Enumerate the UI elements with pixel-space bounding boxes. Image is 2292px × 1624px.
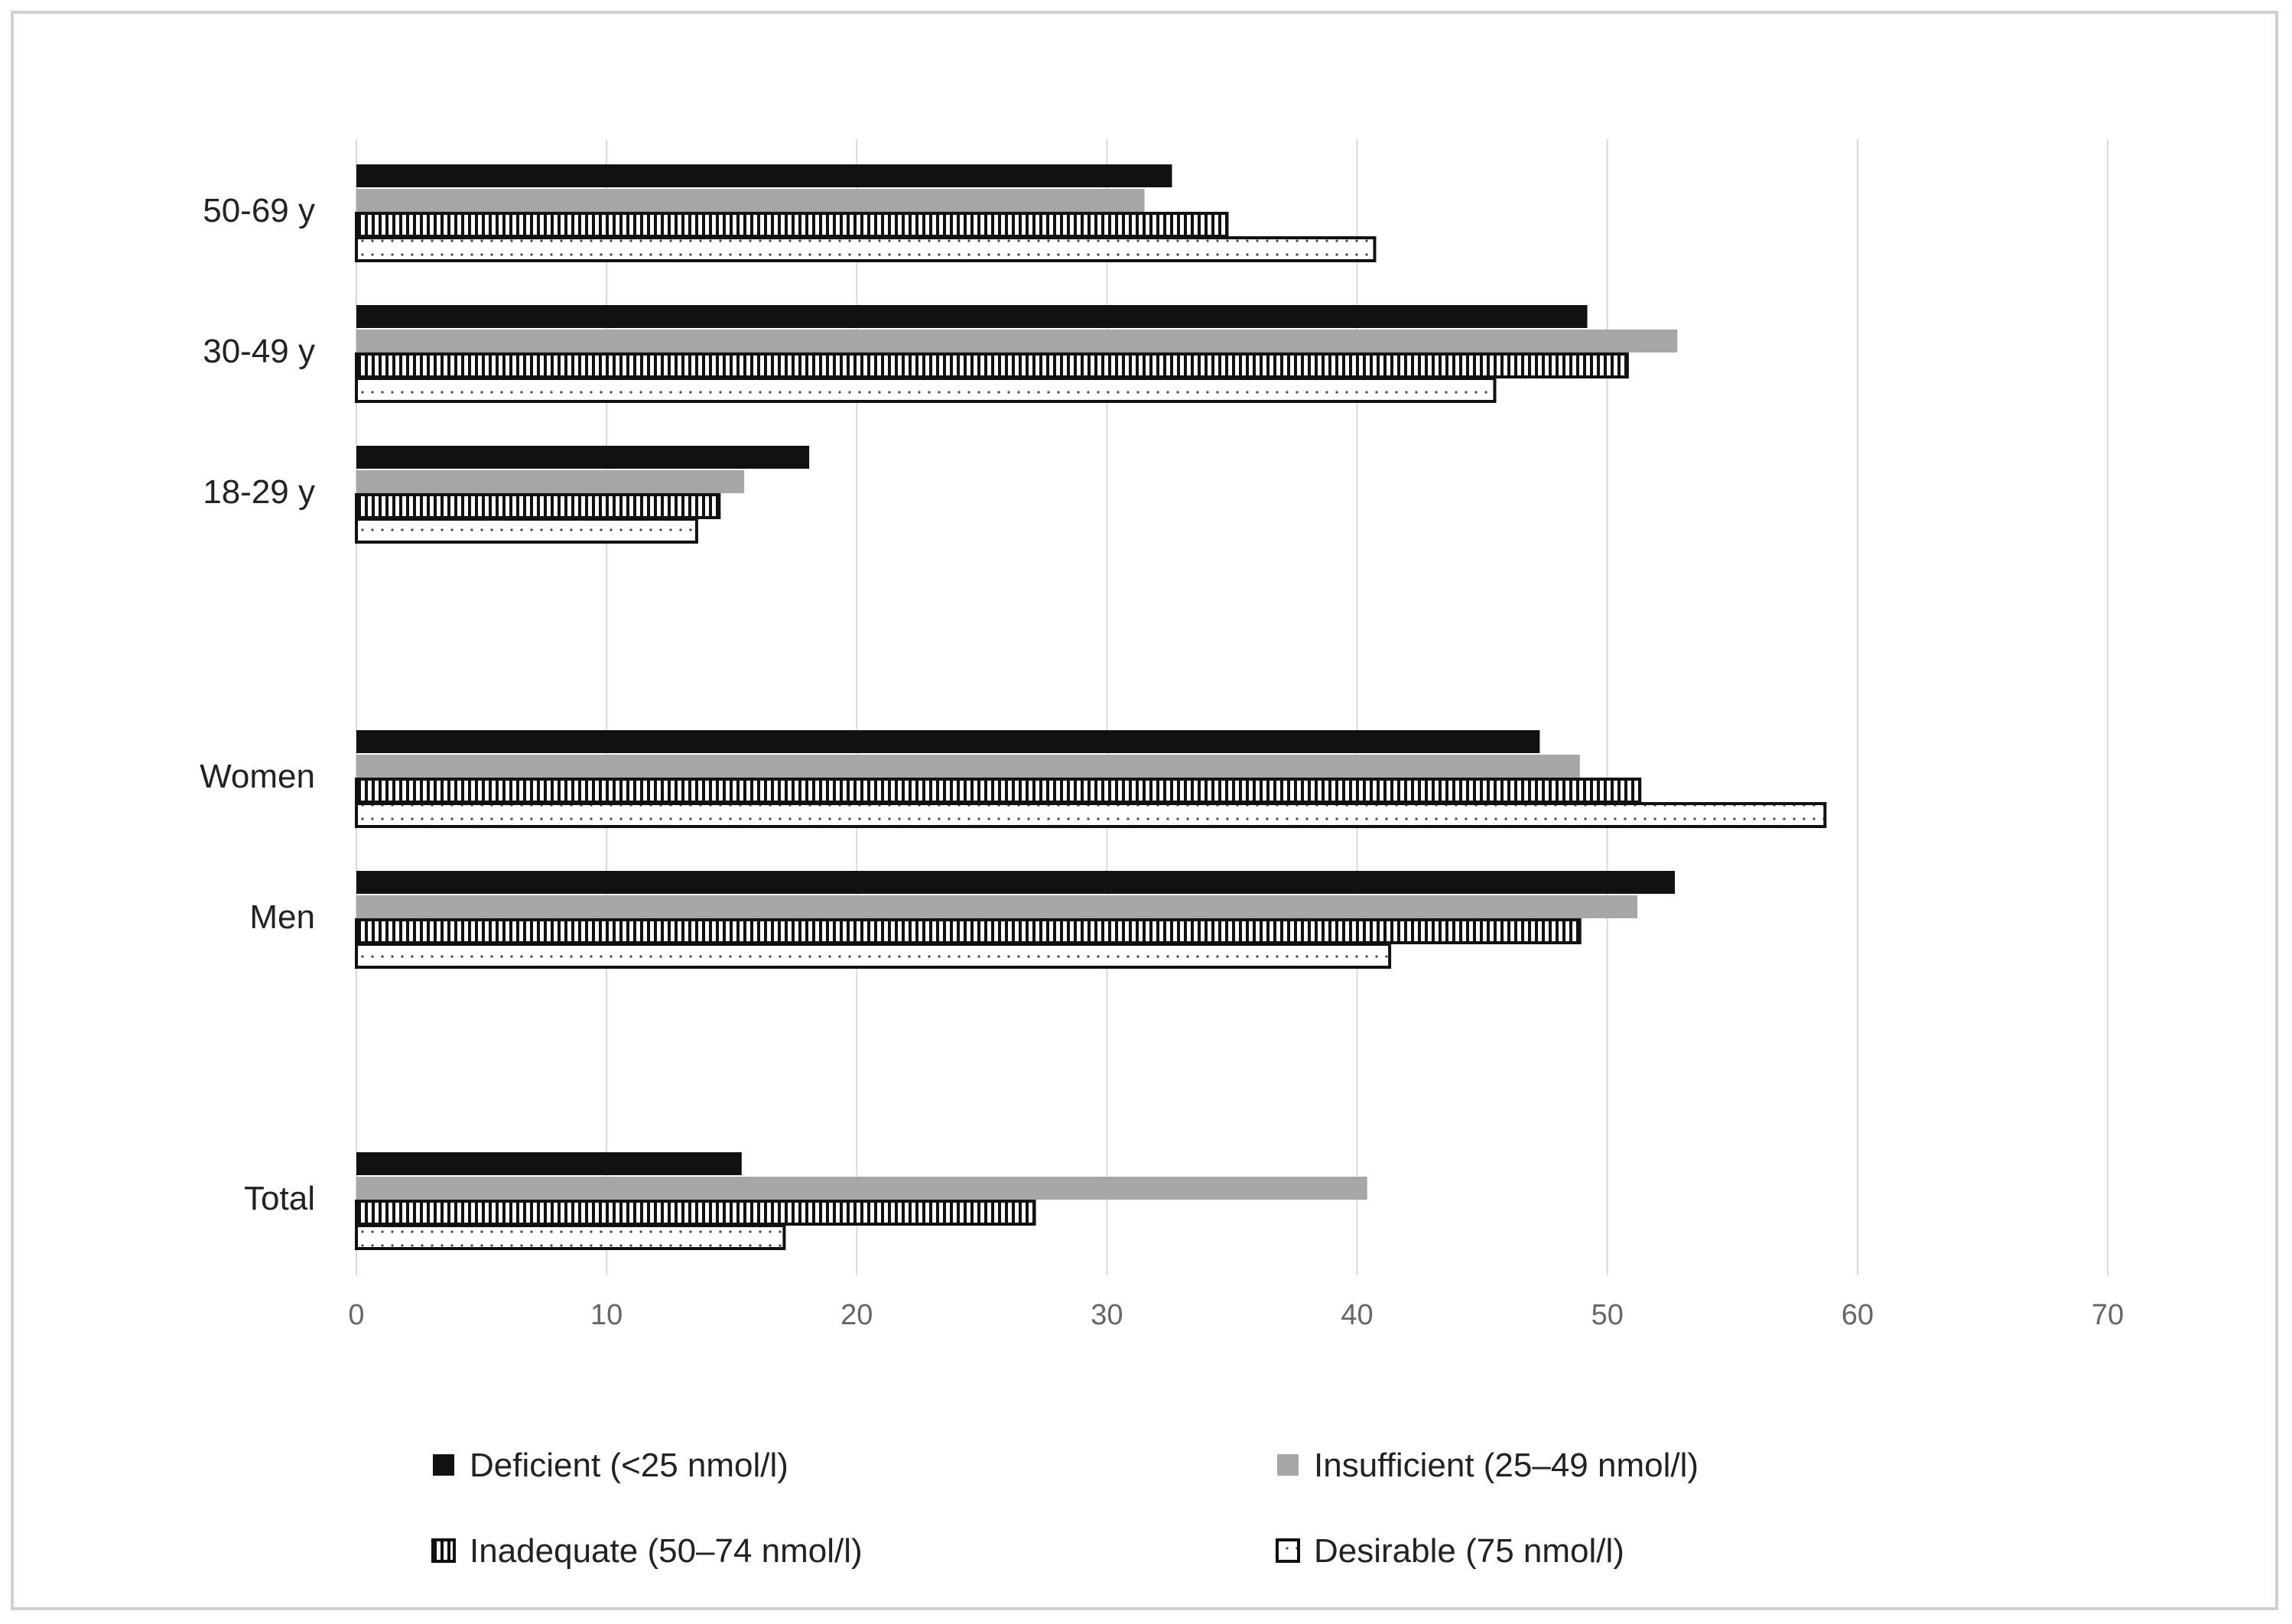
- legend-label-4: Desirable (75 nmol/l): [1314, 1532, 1624, 1570]
- x-tick-label: 60: [1842, 1299, 1874, 1331]
- bar-women-series-4: [355, 802, 1827, 828]
- legend-label-2: Insufficient (25–49 nmol/l): [1314, 1447, 1699, 1484]
- x-tick-labels: 0 10 20 30 40 50 60 70: [348, 1299, 2124, 1331]
- bar-18-29-y-series-4: [355, 518, 698, 544]
- legend-swatch-3: [431, 1538, 456, 1563]
- legend: Deficient (<25 nmol/l) Insufficient (25–4…: [431, 1447, 1699, 1570]
- category-label: Women: [200, 758, 315, 795]
- bar-30-49-y-series-4: [355, 377, 1497, 403]
- x-tick-label: 0: [348, 1299, 364, 1331]
- bar-30-49-y-series-1: [356, 305, 1588, 328]
- bar-30-49-y-series-2: [356, 330, 1678, 352]
- bar-18-29-y-series-3: [355, 493, 721, 519]
- bar-women-series-2: [356, 755, 1580, 778]
- bar-women-series-1: [356, 730, 1540, 753]
- category-label: Total: [244, 1180, 315, 1217]
- bar-50-69-y-series-2: [356, 189, 1145, 212]
- category-label: 18-29 y: [203, 473, 315, 511]
- bar-18-29-y-series-2: [356, 470, 745, 493]
- bar-total-series-2: [356, 1177, 1367, 1200]
- x-tick-label: 20: [840, 1299, 873, 1331]
- bar-men-series-3: [355, 918, 1582, 944]
- bar-50-69-y-series-3: [355, 212, 1229, 238]
- legend-label-3: Inadequate (50–74 nmol/l): [470, 1532, 863, 1570]
- bar-50-69-y-series-1: [356, 164, 1172, 187]
- x-tick-label: 50: [1591, 1299, 1624, 1331]
- x-tick-label: 30: [1091, 1299, 1123, 1331]
- x-tick-label: 10: [590, 1299, 623, 1331]
- bar-30-49-y-series-3: [355, 352, 1629, 378]
- category-label: Men: [249, 898, 315, 936]
- bar-50-69-y-series-4: [355, 236, 1377, 262]
- bar-18-29-y-series-1: [356, 446, 810, 469]
- x-tick-label: 40: [1341, 1299, 1373, 1331]
- bar-men-series-1: [356, 871, 1676, 894]
- bar-men-series-2: [356, 895, 1637, 918]
- legend-swatch-4: [1276, 1538, 1300, 1563]
- gridlines: [356, 139, 2108, 1275]
- bar-men-series-4: [355, 943, 1392, 969]
- bar-women-series-3: [355, 778, 1642, 804]
- bar-total-series-4: [355, 1224, 786, 1250]
- bar-total-series-1: [356, 1152, 742, 1175]
- category-labels: 50-69 y 30-49 y 18-29 y Women Men Total: [200, 192, 315, 1217]
- legend-swatch-1: [433, 1454, 454, 1476]
- legend-swatch-2: [1277, 1454, 1299, 1476]
- category-label: 50-69 y: [203, 192, 315, 229]
- x-tick-label: 70: [2092, 1299, 2124, 1331]
- category-label: 30-49 y: [203, 333, 315, 370]
- bars: [355, 164, 1827, 1250]
- bar-total-series-3: [355, 1200, 1036, 1226]
- legend-label-1: Deficient (<25 nmol/l): [470, 1447, 788, 1484]
